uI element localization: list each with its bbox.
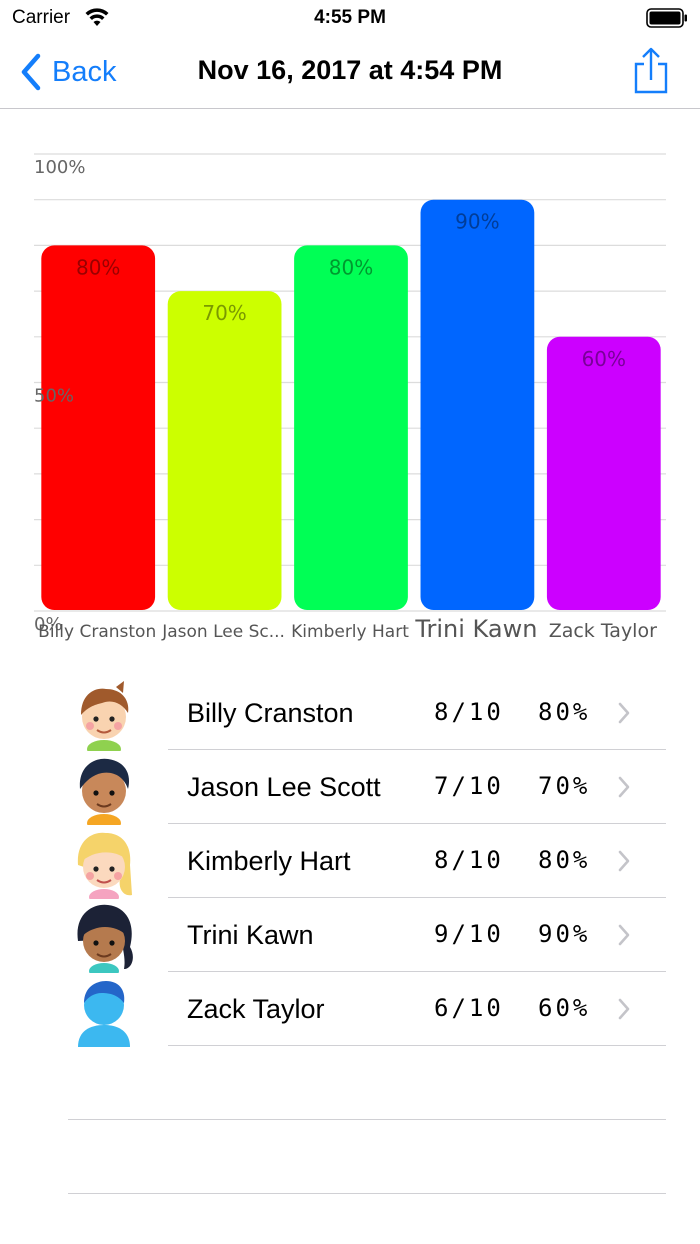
- girl-dark-hair-avatar: [77, 904, 133, 973]
- battery-icon: [646, 8, 687, 28]
- bar: [420, 199, 535, 610]
- bar: [41, 245, 156, 610]
- student-percent: 80%: [538, 698, 591, 726]
- score-bar-chart: 100% 50% 0% 80% Billy Cranston 70% Jason Lee S…: [0, 130, 700, 650]
- student-score: 7/10: [434, 772, 504, 800]
- student-percent: 90%: [538, 920, 591, 948]
- student-name: Jason Lee Scott: [187, 772, 381, 802]
- status-bar: Carrier 4:55 PM: [0, 0, 700, 36]
- student-row[interactable]: Trini Kawn 9/10 90%: [0, 898, 700, 973]
- bar: [294, 245, 408, 610]
- category-label: Billy Cranston: [38, 622, 156, 642]
- bar-value-label: 80%: [76, 255, 120, 279]
- bar-value-label: 70%: [202, 301, 246, 325]
- row-separator: [168, 1045, 666, 1046]
- y-tick-label: 0%: [34, 614, 63, 635]
- boy-dark-hair-avatar: [79, 758, 130, 825]
- category-label: Trini Kawn: [414, 615, 537, 643]
- category-label: Jason Lee Sc...: [161, 622, 285, 642]
- student-row[interactable]: Jason Lee Scott 7/10 70%: [0, 750, 700, 825]
- y-tick-label: 100%: [34, 157, 85, 178]
- bar-value-label: 80%: [329, 255, 373, 279]
- student-score: 8/10: [434, 846, 504, 874]
- back-label: Back: [52, 55, 117, 88]
- row-separator: [168, 971, 666, 972]
- category-label: Kimberly Hart: [291, 622, 409, 642]
- empty-row-separator: [68, 1119, 666, 1120]
- student-row[interactable]: Billy Cranston 8/10 80%: [0, 676, 700, 751]
- student-percent: 70%: [538, 772, 591, 800]
- row-separator: [168, 823, 666, 824]
- bar: [546, 336, 661, 610]
- chevron-right-icon: [618, 850, 630, 872]
- back-button[interactable]: Back: [18, 52, 116, 92]
- share-icon[interactable]: [632, 46, 670, 96]
- bar: [167, 291, 282, 610]
- student-percent: 80%: [538, 846, 591, 874]
- student-percent: 60%: [538, 994, 591, 1022]
- row-separator: [168, 897, 666, 898]
- chevron-right-icon: [618, 998, 630, 1020]
- category-label: Zack Taylor: [549, 620, 657, 642]
- status-time: 4:55 PM: [314, 7, 386, 28]
- row-separator: [168, 749, 666, 750]
- y-tick-label: 50%: [34, 386, 74, 407]
- wifi-icon: [85, 8, 109, 26]
- student-score: 8/10: [434, 698, 504, 726]
- student-list: Billy Cranston 8/10 80% Jason Lee Scott 7/10…: [0, 676, 700, 1194]
- bar-value-label: 60%: [582, 347, 626, 371]
- chevron-right-icon: [618, 924, 630, 946]
- student-row[interactable]: Kimberly Hart 8/10 80%: [0, 824, 700, 899]
- silhouette-avatar: [78, 981, 130, 1047]
- student-score: 9/10: [434, 920, 504, 948]
- chevron-right-icon: [618, 776, 630, 798]
- chart-svg: 100% 50% 0% 80% Billy Cranston 70% Jason Lee S…: [34, 153, 666, 643]
- page-title: Nov 16, 2017 at 4:54 PM: [197, 55, 503, 85]
- back-chevron-icon: [21, 53, 41, 91]
- boy-brown-hair-avatar: [81, 681, 129, 751]
- bar-value-label: 90%: [455, 210, 499, 234]
- girl-blonde-hair-avatar: [77, 832, 132, 899]
- student-name: Kimberly Hart: [187, 846, 351, 876]
- student-name: Zack Taylor: [187, 994, 325, 1024]
- student-score: 6/10: [434, 994, 504, 1022]
- student-row[interactable]: Zack Taylor 6/10 60%: [0, 972, 700, 1047]
- carrier-label: Carrier: [12, 7, 71, 28]
- empty-row-separator: [68, 1193, 666, 1194]
- student-name: Billy Cranston: [187, 698, 354, 728]
- chevron-right-icon: [618, 702, 630, 724]
- navigation-bar: Back Nov 16, 2017 at 4:54 PM: [0, 36, 700, 109]
- student-name: Trini Kawn: [187, 920, 314, 950]
